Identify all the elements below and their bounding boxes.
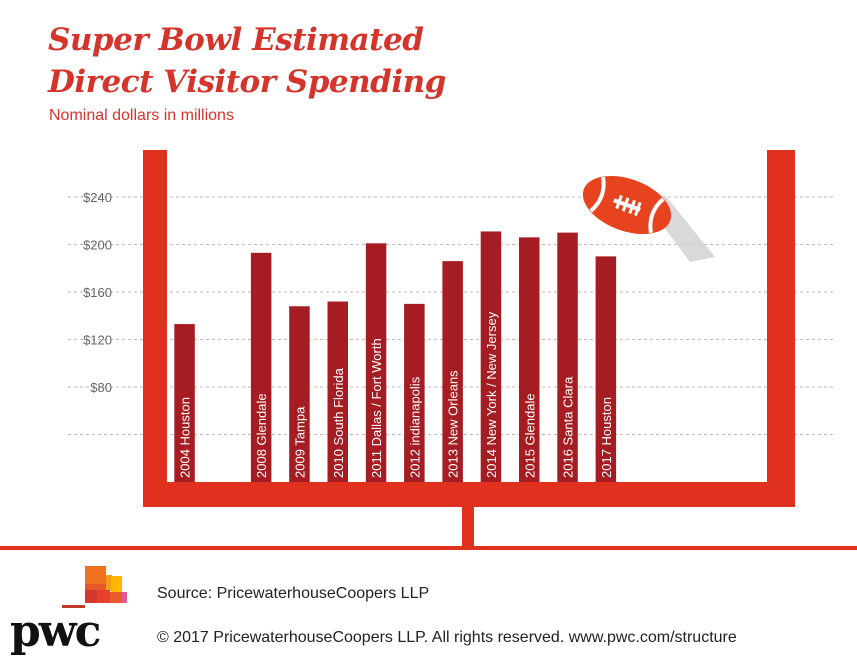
pwc-logo-mark	[62, 566, 127, 608]
chart-subtitle: Nominal dollars in millions	[49, 107, 234, 124]
bar	[442, 261, 463, 482]
goalpost-right-upright	[767, 150, 795, 507]
source-note: Source: PricewaterhouseCoopers LLP	[157, 585, 430, 602]
football-trail	[660, 195, 715, 262]
ground-line	[0, 546, 857, 550]
bar	[327, 301, 348, 482]
pwc-logo-text: pwc	[10, 606, 101, 657]
y-tick-label: $80	[90, 380, 112, 395]
bar	[250, 252, 272, 482]
goalpost-left-upright	[143, 150, 167, 507]
y-tick-label: $160	[83, 285, 112, 300]
bar-category-label: 2012 indianapolis	[407, 376, 422, 478]
goalpost-crossbar	[143, 482, 795, 507]
bar-category-label: 2016 Santa Clara	[561, 376, 576, 478]
bar	[519, 237, 540, 482]
bar	[480, 231, 502, 482]
bar-category-label: 2011 Dallas / Fort Worth	[369, 338, 384, 478]
y-tick-label: $240	[83, 190, 112, 205]
y-tick-label: $120	[83, 333, 112, 348]
bar-category-label: 2014 New York / New Jersey	[484, 311, 499, 478]
bar	[404, 303, 425, 482]
bar	[289, 306, 310, 482]
chart-title-line-1: Super Bowl Estimated	[48, 22, 424, 58]
chart-title-line-2: Direct Visitor Spending	[48, 64, 446, 100]
goalpost-stem	[462, 507, 474, 549]
bar-category-label: 2015 Glendale	[522, 393, 537, 478]
bar	[174, 324, 195, 482]
goalpost	[0, 150, 857, 550]
football-icon	[582, 175, 715, 262]
bar-category-label: 2017 Houston	[599, 397, 614, 478]
bar	[595, 256, 617, 482]
bar-chart: $80 $120 $160 $200 $240 2004 Houston 2008 Gle…	[0, 150, 857, 550]
y-tick-label: $200	[83, 238, 112, 253]
bar-category-label: 2010 South Florida	[331, 367, 346, 478]
bar-category-label: 2004 Houston	[178, 397, 193, 478]
bar-category-label: 2013 New Orleans	[446, 370, 461, 478]
bar-category-label: 2008 Glendale	[254, 393, 269, 478]
bar	[557, 232, 578, 482]
copyright-note: © 2017 PricewaterhouseCoopers LLP. All r…	[157, 629, 737, 646]
bar	[365, 243, 387, 482]
bar-category-label: 2009 Tampa	[292, 406, 307, 478]
